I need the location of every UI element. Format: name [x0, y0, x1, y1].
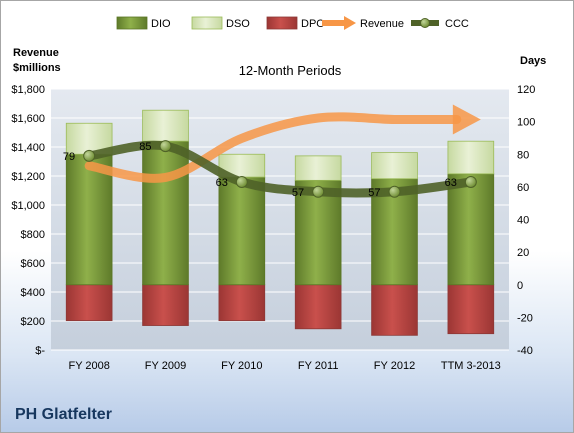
- left-tick-label: $1,600: [11, 113, 45, 125]
- left-tick-label: $200: [21, 316, 45, 328]
- left-tick-label: $-: [35, 345, 45, 357]
- ccc-point: [83, 149, 96, 162]
- x-tick-label: FY 2008: [68, 360, 109, 372]
- left-tick-label: $1,000: [11, 200, 45, 212]
- right-tick-label: 60: [517, 182, 529, 194]
- bar-dpo: [447, 284, 495, 335]
- bar-dio: [65, 153, 113, 286]
- ccc-data-label: 85: [139, 141, 151, 153]
- bar-dso: [371, 152, 418, 180]
- x-tick-label: FY 2010: [221, 360, 262, 372]
- left-tick-label: $1,400: [11, 142, 45, 154]
- revenue-arrowhead: [452, 104, 481, 135]
- legend-label-ccc: CCC: [445, 18, 469, 30]
- bar-dso: [447, 140, 495, 175]
- legend-label-dio: DIO: [151, 18, 171, 30]
- bar-dio: [142, 140, 189, 286]
- bar-dpo: [294, 284, 342, 330]
- plot-area: $- $200 $400 $600 $800 $1,000 $1,200 $1,400 $1,6…: [11, 63, 535, 372]
- left-tick-label: $400: [21, 287, 45, 299]
- legend: DIO DSO DPO Revenue CCC: [116, 16, 469, 30]
- plot-background: [51, 89, 509, 350]
- x-tick-label: TTM 3-2013: [441, 360, 501, 372]
- bar-dio: [447, 173, 495, 286]
- ccc-point: [235, 175, 248, 188]
- left-tick-label: $600: [21, 258, 45, 270]
- ccc-data-label: 57: [368, 187, 380, 199]
- right-tick-label: 120: [517, 84, 535, 96]
- bar-dso: [294, 155, 342, 181]
- company-name: PH Glatfelter: [15, 406, 112, 423]
- ccc-data-label: 79: [63, 151, 75, 163]
- left-axis-title-line1: Revenue: [13, 47, 59, 59]
- ccc-point: [464, 175, 477, 188]
- ccc-point: [312, 185, 325, 198]
- chart-svg: DIO DSO DPO Revenue CCC Revenue $millions Da…: [11, 16, 546, 372]
- legend-swatch-dso: [191, 16, 223, 30]
- ccc-data-label: 63: [216, 177, 228, 189]
- bar-dso: [65, 122, 113, 155]
- bar-dso: [142, 109, 189, 142]
- right-tick-label: 100: [517, 117, 535, 129]
- x-tick-label: FY 2009: [145, 360, 186, 372]
- right-tick-label: 40: [517, 215, 529, 227]
- legend-arrowhead-revenue: [344, 16, 356, 30]
- right-tick-label: 80: [517, 149, 529, 161]
- x-tick-label: FY 2011: [298, 360, 339, 372]
- x-tick-label: FY 2012: [374, 360, 415, 372]
- ccc-point: [388, 185, 401, 198]
- bar-dpo: [371, 284, 418, 336]
- bar-dpo: [142, 284, 189, 326]
- revenue-line: [84, 112, 462, 183]
- ccc-point: [159, 140, 172, 153]
- left-tick-label: $1,200: [11, 171, 45, 183]
- ccc-data-label: 63: [445, 177, 457, 189]
- right-tick-label: 20: [517, 247, 529, 259]
- left-axis-title-line2: $millions: [13, 62, 61, 74]
- legend-label-dpo: DPO: [301, 18, 325, 30]
- bar-dpo: [65, 284, 113, 322]
- right-tick-label: 0: [517, 280, 523, 292]
- legend-swatch-dpo: [266, 16, 298, 30]
- legend-label-revenue: Revenue: [360, 18, 404, 30]
- legend-label-dso: DSO: [226, 18, 250, 30]
- right-axis-title: Days: [520, 55, 546, 67]
- ccc-data-label: 57: [292, 187, 304, 199]
- bar-dio: [218, 176, 266, 286]
- right-tick-label: -40: [517, 345, 533, 357]
- legend-swatch-dio: [116, 16, 148, 30]
- legend-marker-ccc: [420, 18, 430, 28]
- left-tick-label: $800: [21, 229, 45, 241]
- chart-subtitle: 12-Month Periods: [239, 63, 342, 78]
- right-tick-label: -20: [517, 312, 533, 324]
- bar-dpo: [218, 284, 266, 322]
- left-tick-label: $1,800: [11, 84, 45, 96]
